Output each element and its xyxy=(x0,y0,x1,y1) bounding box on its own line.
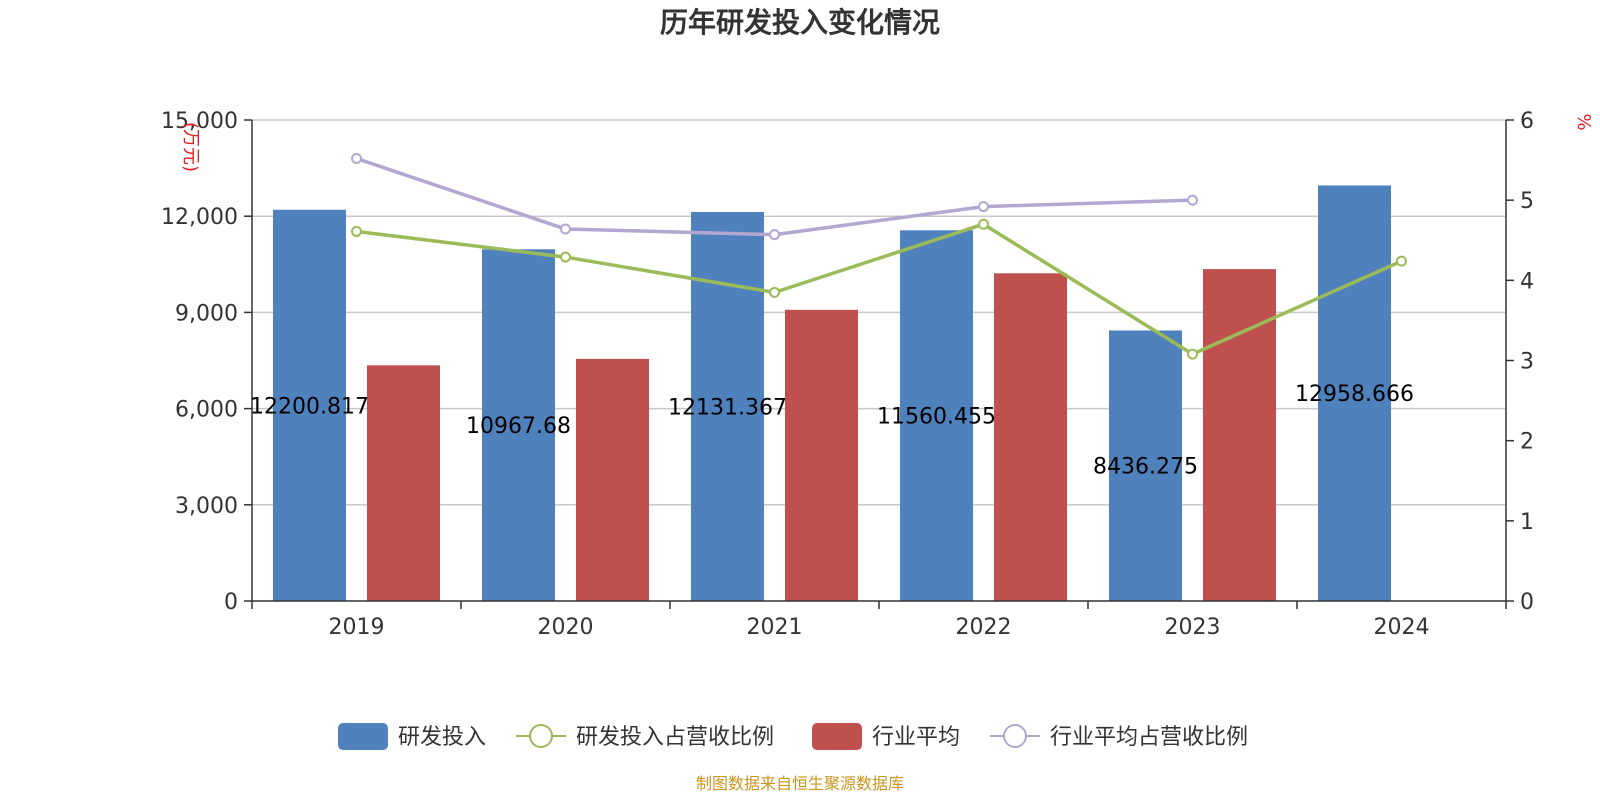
legend-label: 行业平均 xyxy=(872,725,960,750)
x-tick-label: 2021 xyxy=(747,615,803,640)
source-note: 制图数据来自恒生聚源数据库 xyxy=(696,774,904,793)
bar-data-label: 8436.275 xyxy=(1093,455,1198,480)
bar-data-label: 10967.68 xyxy=(466,414,571,439)
x-tick-label: 2024 xyxy=(1374,615,1430,640)
line-point xyxy=(560,223,571,235)
x-tick-label: 2019 xyxy=(329,615,385,640)
legend-swatch-bar xyxy=(338,723,388,750)
bar xyxy=(1203,269,1276,601)
data-labels: 12200.817 10967.68 12131.367 11560.455 8436.… xyxy=(250,382,1414,480)
bar xyxy=(994,273,1067,601)
legend-swatch-marker xyxy=(1003,724,1027,748)
bar xyxy=(691,211,764,602)
series-line xyxy=(356,222,1403,357)
right-tick-label: 1 xyxy=(1520,510,1534,535)
line-point xyxy=(978,201,989,213)
x-tick-label: 2020 xyxy=(538,615,594,640)
bar xyxy=(785,309,858,601)
legend-swatch-marker xyxy=(529,724,553,748)
bar-data-label: 12200.817 xyxy=(250,394,369,419)
line-point xyxy=(1396,255,1407,267)
right-tick-label: 6 xyxy=(1520,109,1534,134)
left-tick-label: 3,000 xyxy=(175,494,238,519)
right-tick-label: 3 xyxy=(1520,350,1534,375)
line-point xyxy=(351,152,362,164)
right-tick-label: 5 xyxy=(1520,189,1534,214)
x-tick-label: 2023 xyxy=(1165,615,1221,640)
right-tick-label: 0 xyxy=(1520,590,1534,615)
bar xyxy=(576,358,649,601)
line-point xyxy=(769,286,780,298)
legend-item: 行业平均 xyxy=(812,723,960,750)
legend-label: 行业平均占营收比例 xyxy=(1050,725,1248,750)
left-tick-label: 9,000 xyxy=(175,301,238,326)
legend-item: 行业平均占营收比例 xyxy=(990,724,1248,750)
bar xyxy=(900,230,973,601)
left-tick-label: 6,000 xyxy=(175,398,238,423)
bar-series xyxy=(273,185,1391,602)
bar xyxy=(367,365,440,601)
line-series xyxy=(351,152,1407,360)
legend-item: 研发投入占营收比例 xyxy=(516,724,774,750)
line-point xyxy=(560,251,571,263)
grid-lines xyxy=(252,119,1506,506)
line-point xyxy=(1187,348,1198,360)
bar xyxy=(1109,330,1182,601)
left-tick-label: 0 xyxy=(224,590,238,615)
x-tick-label: 2022 xyxy=(956,615,1012,640)
legend: 研发投入 研发投入占营收比例 行业平均 行业平均占营收比例 xyxy=(338,723,1248,750)
legend-swatch-bar xyxy=(812,723,862,750)
chart-title: 历年研发投入变化情况 xyxy=(660,6,940,39)
line-point xyxy=(978,218,989,230)
line-point xyxy=(351,225,362,237)
line-point xyxy=(1187,194,1198,206)
left-tick-label: 12,000 xyxy=(161,205,238,230)
legend-label: 研发投入 xyxy=(398,725,486,750)
bar xyxy=(482,249,555,602)
bar-data-label: 12131.367 xyxy=(668,395,787,420)
axes: 0 3,000 6,000 9,000 12,000 15,000 0 1 2 3 4 5 6 2019 2… xyxy=(161,109,1594,640)
right-tick-label: 4 xyxy=(1520,269,1534,294)
bar xyxy=(1318,185,1391,601)
left-tick-label: 15,000 xyxy=(161,109,238,134)
series-line xyxy=(355,156,1193,237)
right-tick-label: 2 xyxy=(1520,430,1534,455)
left-axis-unit: (万元) xyxy=(180,122,201,172)
line-point xyxy=(769,229,780,241)
right-axis-unit: % xyxy=(1573,113,1594,130)
bar-data-label: 11560.455 xyxy=(877,405,996,430)
bar xyxy=(273,209,346,601)
legend-item: 研发投入 xyxy=(338,723,486,750)
bar-data-label: 12958.666 xyxy=(1295,382,1414,407)
legend-label: 研发投入占营收比例 xyxy=(576,725,774,750)
